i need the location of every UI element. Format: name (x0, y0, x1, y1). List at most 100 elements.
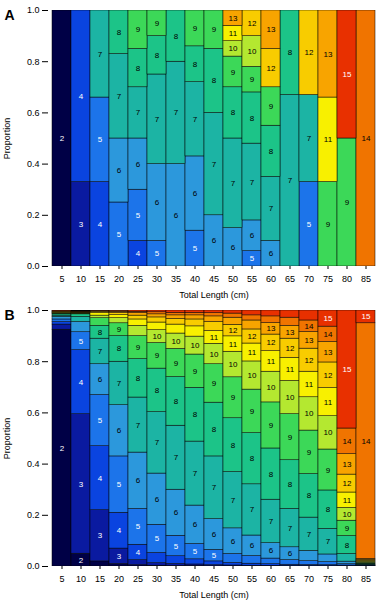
svg-text:6: 6 (136, 160, 141, 169)
svg-text:9: 9 (136, 343, 141, 352)
svg-text:5: 5 (117, 480, 122, 489)
svg-text:7: 7 (174, 108, 179, 117)
svg-text:5: 5 (155, 249, 160, 258)
svg-text:7: 7 (269, 204, 274, 213)
svg-text:13: 13 (305, 336, 314, 345)
svg-text:5: 5 (136, 211, 141, 220)
svg-text:0.8: 0.8 (27, 57, 40, 67)
svg-text:8: 8 (155, 386, 160, 395)
svg-text:7: 7 (193, 469, 198, 478)
svg-text:11: 11 (229, 29, 238, 38)
svg-text:9: 9 (250, 75, 255, 84)
svg-text:6: 6 (136, 476, 141, 485)
svg-text:5: 5 (193, 547, 198, 556)
svg-text:9: 9 (250, 407, 255, 416)
svg-text:7: 7 (193, 115, 198, 124)
svg-text:13: 13 (286, 328, 295, 337)
svg-text:13: 13 (324, 348, 333, 357)
svg-text:0.0: 0.0 (27, 561, 40, 571)
svg-text:85: 85 (361, 274, 371, 284)
svg-text:4: 4 (79, 92, 84, 101)
svg-text:7: 7 (155, 115, 160, 124)
svg-text:7: 7 (117, 379, 122, 388)
svg-text:4: 4 (79, 378, 84, 387)
svg-text:7: 7 (212, 160, 217, 169)
svg-text:10: 10 (76, 574, 86, 584)
svg-text:13: 13 (267, 324, 276, 333)
svg-text:85: 85 (361, 574, 371, 584)
svg-text:8: 8 (269, 147, 274, 156)
svg-text:9: 9 (326, 466, 331, 475)
svg-text:7: 7 (288, 524, 293, 533)
svg-text:25: 25 (133, 574, 143, 584)
svg-text:10: 10 (248, 371, 257, 380)
svg-text:35: 35 (171, 574, 181, 584)
svg-text:12: 12 (267, 338, 276, 347)
svg-text:5: 5 (174, 542, 179, 551)
svg-text:0.6: 0.6 (27, 108, 40, 118)
svg-text:12: 12 (305, 48, 314, 57)
svg-text:5: 5 (59, 274, 64, 284)
svg-text:2: 2 (79, 556, 84, 565)
svg-text:8: 8 (136, 64, 141, 73)
svg-text:0.2: 0.2 (27, 510, 40, 520)
svg-text:0.4: 0.4 (27, 459, 40, 469)
svg-text:Proportion: Proportion (2, 418, 12, 460)
svg-text:8: 8 (345, 541, 350, 550)
svg-text:55: 55 (247, 574, 257, 584)
svg-text:50: 50 (228, 574, 238, 584)
svg-text:9: 9 (212, 379, 217, 388)
svg-text:40: 40 (190, 574, 200, 584)
svg-text:9: 9 (307, 448, 312, 457)
svg-text:11: 11 (324, 135, 333, 144)
svg-text:11: 11 (305, 380, 314, 389)
svg-text:6: 6 (269, 249, 274, 258)
svg-text:14: 14 (362, 134, 371, 143)
svg-text:65: 65 (285, 274, 295, 284)
svg-text:80: 80 (342, 574, 352, 584)
svg-text:0.8: 0.8 (27, 357, 40, 367)
svg-text:11: 11 (210, 333, 219, 342)
svg-text:6: 6 (174, 508, 179, 517)
svg-text:9: 9 (231, 68, 236, 77)
svg-text:6: 6 (250, 541, 255, 550)
svg-text:8: 8 (117, 344, 122, 353)
svg-text:8: 8 (98, 328, 103, 337)
svg-text:10: 10 (153, 332, 162, 341)
svg-text:20: 20 (114, 574, 124, 584)
svg-text:7: 7 (212, 483, 217, 492)
svg-text:7: 7 (136, 421, 141, 430)
svg-text:7: 7 (231, 496, 236, 505)
svg-text:6: 6 (155, 495, 160, 504)
svg-text:Total Length (cm): Total Length (cm) (179, 290, 249, 300)
svg-text:12: 12 (248, 332, 257, 341)
svg-text:11: 11 (248, 348, 257, 357)
svg-text:10: 10 (229, 360, 238, 369)
svg-text:8: 8 (155, 51, 160, 60)
svg-text:3: 3 (117, 552, 122, 561)
svg-text:7: 7 (269, 517, 274, 526)
svg-text:12: 12 (248, 19, 257, 28)
svg-text:60: 60 (266, 274, 276, 284)
svg-text:A: A (5, 7, 15, 23)
svg-text:Total Length (cm): Total Length (cm) (179, 590, 249, 600)
svg-text:15: 15 (95, 274, 105, 284)
svg-text:6: 6 (117, 426, 122, 435)
svg-text:8: 8 (117, 28, 122, 37)
svg-text:20: 20 (114, 274, 124, 284)
svg-text:4: 4 (136, 548, 141, 557)
svg-text:80: 80 (342, 274, 352, 284)
svg-text:35: 35 (171, 274, 181, 284)
svg-text:50: 50 (228, 274, 238, 284)
svg-text:9: 9 (288, 433, 293, 442)
svg-text:14: 14 (362, 437, 371, 446)
svg-text:6: 6 (231, 537, 236, 546)
svg-text:8: 8 (193, 410, 198, 419)
svg-text:14: 14 (324, 330, 333, 339)
svg-text:8: 8 (288, 48, 293, 57)
svg-text:14: 14 (343, 437, 352, 446)
svg-text:5: 5 (98, 416, 103, 425)
svg-text:7: 7 (98, 50, 103, 59)
svg-text:6: 6 (193, 520, 198, 529)
svg-text:6: 6 (288, 549, 293, 558)
